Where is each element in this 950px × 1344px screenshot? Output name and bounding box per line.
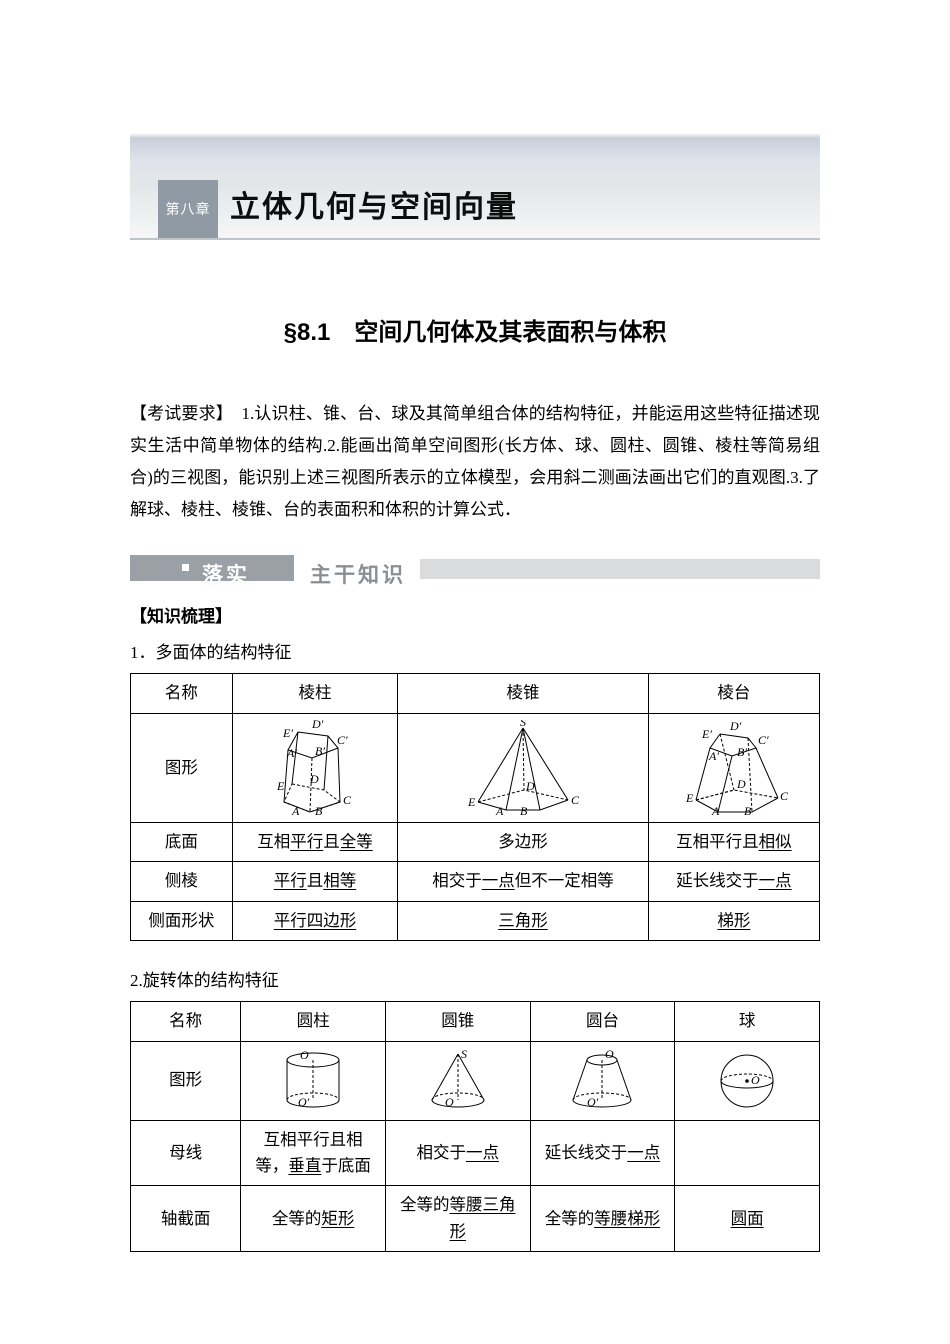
t1-r3-c3: 梯形 (648, 901, 819, 940)
prism-figure: D′ E′ C′ A′ B′ D E C A B (232, 713, 397, 822)
t2-r2-c2: 全等的等腰三角形 (385, 1186, 530, 1252)
svg-text:C′: C′ (337, 733, 348, 747)
svg-text:B: B (315, 804, 323, 816)
svg-text:E: E (467, 795, 476, 809)
t1-h3: 棱台 (648, 674, 819, 713)
t1-r3-label: 侧面形状 (131, 901, 233, 940)
t2-h0: 名称 (131, 1002, 241, 1041)
t2-r2-c3: 全等的等腰梯形 (530, 1186, 675, 1252)
subheading-1: 【知识梳理】 (130, 601, 820, 633)
frustum-figure: D′ E′ C′ A′ B′ D E C A B (648, 713, 819, 822)
t1-r1-c2: 多边形 (398, 822, 648, 861)
svg-text:A′: A′ (708, 749, 719, 763)
t1-h1: 棱柱 (232, 674, 397, 713)
t2-h4: 球 (675, 1002, 820, 1041)
t2-r2-label: 轴截面 (131, 1186, 241, 1252)
t1-h2: 棱锥 (398, 674, 648, 713)
svg-text:A: A (495, 804, 504, 816)
revolution-table: 名称 圆柱 圆锥 圆台 球 图形 O O′ (130, 1001, 820, 1252)
svg-text:E′: E′ (282, 726, 293, 740)
svg-text:E: E (685, 791, 694, 805)
svg-text:D: D (309, 772, 319, 786)
chapter-badge: 第八章 (158, 180, 218, 238)
t2-r1-c1: 互相平行且相等，垂直于底面 (241, 1120, 386, 1186)
t1-r3-c2: 三角形 (398, 901, 648, 940)
t2-h2: 圆锥 (385, 1002, 530, 1041)
t2-r2-c4: 圆面 (675, 1186, 820, 1252)
section-title: §8.1 空间几何体及其表面积与体积 (130, 310, 820, 356)
polyhedron-table: 名称 棱柱 棱锥 棱台 图形 (130, 673, 820, 941)
svg-text:A: A (711, 804, 720, 816)
exam-text: 1.认识柱、锥、台、球及其简单组合体的结构特征，并能运用这些特征描述现实生活中简… (130, 404, 820, 520)
chapter-banner: 第八章 立体几何与空间向量 (130, 110, 820, 240)
svg-text:B: B (744, 804, 752, 816)
svg-text:S: S (461, 1048, 467, 1061)
list-item-2: 2.旋转体的结构特征 (130, 965, 820, 997)
exam-requirement: 【考试要求】 1.认识柱、锥、台、球及其简单组合体的结构特征，并能运用这些特征描… (130, 398, 820, 527)
banner-text-1: 落实 (202, 556, 250, 596)
t1-r1-c3: 互相平行且相似 (648, 822, 819, 861)
svg-text:A: A (291, 804, 300, 816)
svg-text:D: D (525, 779, 535, 793)
svg-text:B′: B′ (737, 745, 747, 759)
banner-text-2: 主干知识 (310, 556, 406, 596)
svg-text:O: O (300, 1048, 309, 1062)
svg-text:O: O (605, 1048, 614, 1061)
svg-text:D: D (736, 777, 746, 791)
t1-r2-c2: 相交于一点但不一定相等 (398, 862, 648, 901)
svg-text:E: E (276, 779, 285, 793)
t1-h0: 名称 (131, 674, 233, 713)
svg-text:O′: O′ (587, 1095, 599, 1109)
t1-r2-label: 侧棱 (131, 862, 233, 901)
chapter-title: 立体几何与空间向量 (230, 179, 518, 236)
t2-h3: 圆台 (530, 1002, 675, 1041)
svg-text:D′: D′ (729, 720, 742, 733)
truncated-cone-figure: O O′ (530, 1041, 675, 1120)
t1-r0-label: 图形 (131, 713, 233, 822)
svg-text:C: C (571, 793, 580, 807)
banner-dot (182, 564, 189, 571)
svg-text:C′: C′ (758, 733, 769, 747)
t2-r1-label: 母线 (131, 1120, 241, 1186)
svg-text:E′: E′ (701, 727, 712, 741)
svg-text:B: B (520, 804, 528, 816)
t1-r1-c1: 互相平行且全等 (232, 822, 397, 861)
svg-text:D′: D′ (311, 720, 324, 731)
svg-text:S: S (520, 720, 526, 729)
sphere-figure: O (675, 1041, 820, 1120)
t2-r1-c3: 延长线交于一点 (530, 1120, 675, 1186)
t2-r2-c1: 全等的矩形 (241, 1186, 386, 1252)
t2-h1: 圆柱 (241, 1002, 386, 1041)
list-item-1: 1．多面体的结构特征 (130, 637, 820, 669)
t2-r0-label: 图形 (131, 1041, 241, 1120)
svg-text:A′: A′ (286, 746, 297, 760)
pyramid-figure: S E A B C D (398, 713, 648, 822)
section-banner: 落实 主干知识 (130, 555, 820, 581)
t1-r3-c1: 平行四边形 (232, 901, 397, 940)
svg-text:C: C (780, 789, 789, 803)
svg-text:B′: B′ (315, 744, 325, 758)
t2-r1-c2: 相交于一点 (385, 1120, 530, 1186)
svg-text:C: C (343, 793, 352, 807)
t1-r1-label: 底面 (131, 822, 233, 861)
t1-r2-c3: 延长线交于一点 (648, 862, 819, 901)
cylinder-figure: O O′ (241, 1041, 386, 1120)
svg-text:O′: O′ (298, 1095, 310, 1109)
t1-r2-c1: 平行且相等 (232, 862, 397, 901)
cone-figure: S O (385, 1041, 530, 1120)
svg-text:O: O (751, 1073, 760, 1087)
svg-text:O: O (445, 1095, 454, 1109)
exam-label: 【考试要求】 (130, 404, 224, 423)
t2-r1-c4 (675, 1120, 820, 1186)
